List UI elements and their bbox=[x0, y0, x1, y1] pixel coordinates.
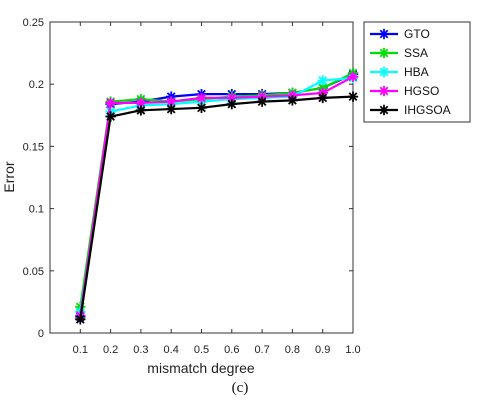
x-tick-label: 0.1 bbox=[73, 344, 88, 356]
data-point-ihgsoa bbox=[105, 111, 116, 122]
legend-marker-gto bbox=[378, 28, 390, 40]
data-point-ihgsoa bbox=[226, 98, 237, 110]
data-point-ihgsoa bbox=[317, 92, 328, 104]
x-tick-label: 0.6 bbox=[224, 344, 239, 356]
data-point-hgso bbox=[196, 92, 207, 104]
x-axis: 0.1 0.2 0.3 0.4 0.5 0.6 0.7 0.8 0.9 1.0 bbox=[73, 22, 361, 356]
x-axis-label: mismatch degree bbox=[147, 360, 255, 376]
legend-label-hgso: HGSO bbox=[404, 84, 439, 98]
y-axis: 0 0.05 0.1 0.15 0.2 0.25 bbox=[23, 17, 353, 340]
legend-item-ssa: SSA bbox=[370, 46, 428, 60]
y-tick-label: 0.1 bbox=[29, 204, 44, 216]
legend-label-ihgsoa: IHGSOA bbox=[404, 103, 451, 117]
x-tick-label: 0.8 bbox=[285, 344, 300, 356]
x-tick-label: 0.9 bbox=[315, 344, 330, 356]
legend-item-ihgsoa: IHGSOA bbox=[370, 103, 451, 117]
y-axis-label: Error bbox=[1, 161, 17, 192]
series-layer bbox=[75, 67, 359, 325]
legend-label-hba: HBA bbox=[404, 65, 429, 79]
y-tick-label: 0.05 bbox=[23, 266, 44, 278]
legend-marker-hgso bbox=[378, 85, 390, 97]
x-tick-label: 1.0 bbox=[345, 344, 360, 356]
data-point-ihgsoa bbox=[75, 314, 86, 325]
legend-label-gto: GTO bbox=[404, 27, 430, 41]
y-tick-label: 0 bbox=[38, 328, 44, 340]
y-tick-label: 0.15 bbox=[23, 141, 44, 153]
data-point-ihgsoa bbox=[135, 105, 147, 116]
plot-area bbox=[49, 21, 354, 334]
x-tick-label: 0.4 bbox=[164, 344, 179, 356]
legend-item-hba: HBA bbox=[370, 65, 429, 79]
x-tick-label: 0.2 bbox=[103, 344, 118, 356]
x-tick-label: 0.5 bbox=[194, 344, 209, 356]
y-tick-label: 0.25 bbox=[23, 17, 44, 29]
data-point-hgso bbox=[347, 71, 359, 82]
x-tick-label: 0.7 bbox=[254, 344, 269, 356]
series-line-hba bbox=[79, 76, 354, 313]
series-line-ihgsoa bbox=[79, 95, 354, 320]
data-point-hgso bbox=[105, 97, 116, 109]
y-tick-label: 0.2 bbox=[29, 79, 44, 91]
x-tick-label: 0.3 bbox=[133, 344, 148, 356]
figure-caption: (c) bbox=[232, 380, 249, 396]
legend-marker-ihgsoa bbox=[378, 104, 390, 116]
data-point-ihgsoa bbox=[347, 91, 359, 102]
legend-marker-hba bbox=[378, 66, 390, 78]
data-point-ihgsoa bbox=[196, 102, 207, 114]
legend: GTO SSA HBA HGSO IHGSOA bbox=[363, 21, 471, 123]
legend-item-gto: GTO bbox=[370, 27, 430, 41]
data-point-ihgsoa bbox=[287, 95, 298, 106]
data-point-ihgsoa bbox=[256, 96, 268, 107]
legend-item-hgso: HGSO bbox=[370, 84, 439, 98]
legend-label-ssa: SSA bbox=[404, 46, 428, 60]
data-point-hba bbox=[317, 75, 328, 86]
legend-marker-ssa bbox=[378, 47, 390, 59]
data-point-ihgsoa bbox=[166, 103, 177, 115]
series-line-hgso bbox=[79, 75, 354, 316]
